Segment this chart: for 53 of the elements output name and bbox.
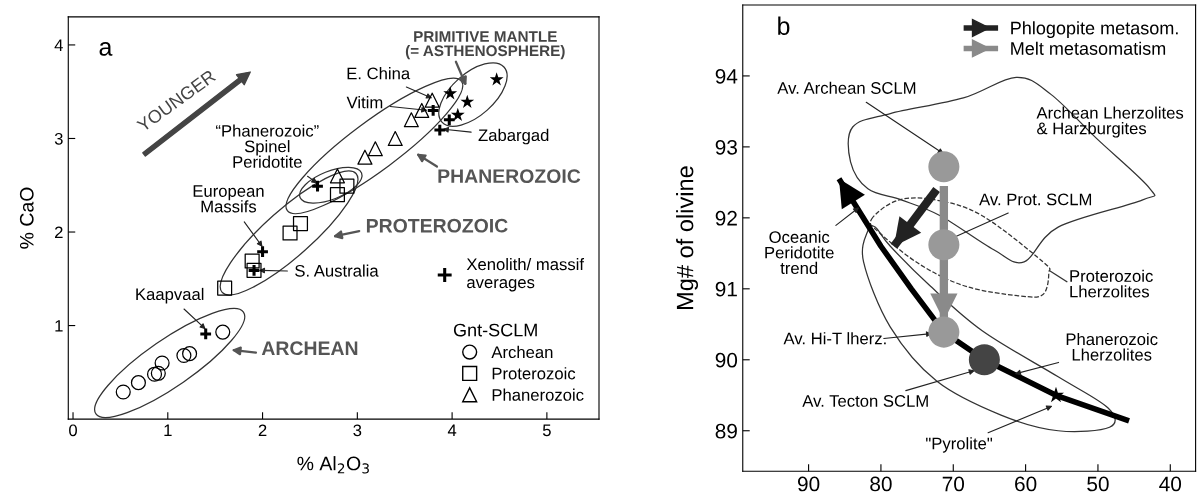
annotation: Proterozoic Lherzolites bbox=[1070, 269, 1153, 298]
x-tick-label: 50 bbox=[1087, 476, 1109, 492]
x-tick-label: 90 bbox=[797, 476, 820, 492]
y-axis-title: Mg# of olivine bbox=[676, 166, 699, 309]
y-tick-label: 3 bbox=[54, 132, 63, 145]
x-tick-label: 0 bbox=[69, 424, 78, 437]
annotation: Av. Hi-T lherz. bbox=[783, 332, 886, 345]
x-tick-label: 3 bbox=[353, 424, 362, 437]
annotation: a bbox=[99, 42, 113, 56]
y-tick-label: 2 bbox=[55, 226, 63, 239]
x-tick-label: 4 bbox=[447, 424, 457, 437]
annotation: PRIMITIVE MANTLE (= ASTHENOSPHERE) bbox=[405, 31, 565, 60]
annotation: Phanerozoic Lherzolites bbox=[1066, 332, 1158, 361]
y-tick-label: 94 bbox=[715, 68, 738, 84]
legend-label: Xenolith/ massif averages bbox=[466, 258, 585, 292]
x-tick-label: 40 bbox=[1159, 476, 1182, 492]
legend-label: Phanerozoic bbox=[492, 388, 584, 401]
annotation: Kaapvaal bbox=[136, 287, 204, 304]
legend-label: Phlogopite metasom. bbox=[1011, 21, 1178, 39]
annotation: ARCHEAN bbox=[261, 341, 358, 356]
annotation: Av. Tecton SCLM bbox=[802, 395, 928, 407]
x-axis-title: % Al$_{2}$O$_{3}$ bbox=[297, 456, 369, 474]
x-tick-label: 80 bbox=[870, 476, 892, 492]
y-tick-label: 4 bbox=[54, 39, 63, 51]
x-tick-label: 5 bbox=[542, 424, 551, 437]
annotation: Av. Archean SCLM bbox=[777, 81, 916, 94]
annotation: S. Australia bbox=[295, 264, 379, 277]
annotation: E. China bbox=[347, 67, 411, 80]
x-tick-label: 1 bbox=[164, 424, 172, 437]
annotation: b bbox=[778, 16, 790, 35]
x-tick-label: 60 bbox=[1015, 476, 1037, 492]
y-tick-label: 90 bbox=[715, 352, 738, 368]
annotation: "Pyrolite" bbox=[926, 437, 993, 453]
annotation: Zabargad bbox=[478, 128, 549, 145]
y-tick-label: 1 bbox=[55, 320, 63, 332]
annotation: Oceanic Peridotite trend bbox=[765, 230, 834, 275]
y-tick-label: 91 bbox=[715, 281, 737, 297]
annotation: Av. Prot. SCLM bbox=[979, 193, 1092, 206]
x-tick-label: 70 bbox=[942, 476, 965, 492]
y-tick-label: 92 bbox=[715, 210, 737, 226]
y-tick-label: 93 bbox=[715, 139, 737, 155]
legend-label: Archean bbox=[491, 345, 553, 359]
annotation: PHANEROZOIC bbox=[438, 169, 581, 183]
legend-title: Gnt-SCLM bbox=[453, 323, 537, 337]
annotation: European Massifs bbox=[193, 185, 264, 213]
x-tick-label: 2 bbox=[258, 424, 267, 437]
annotation: Vitim bbox=[346, 96, 383, 109]
y-axis-title: % CaO bbox=[19, 187, 34, 249]
legend-label: Melt metasomatism bbox=[1011, 41, 1166, 55]
annotation: “Phanerozoic” Spinel Peridotite bbox=[216, 124, 319, 168]
y-tick-label: 89 bbox=[715, 423, 737, 439]
annotation: PROTEROZOIC bbox=[366, 218, 508, 233]
legend-label: Proterozoic bbox=[492, 367, 576, 380]
